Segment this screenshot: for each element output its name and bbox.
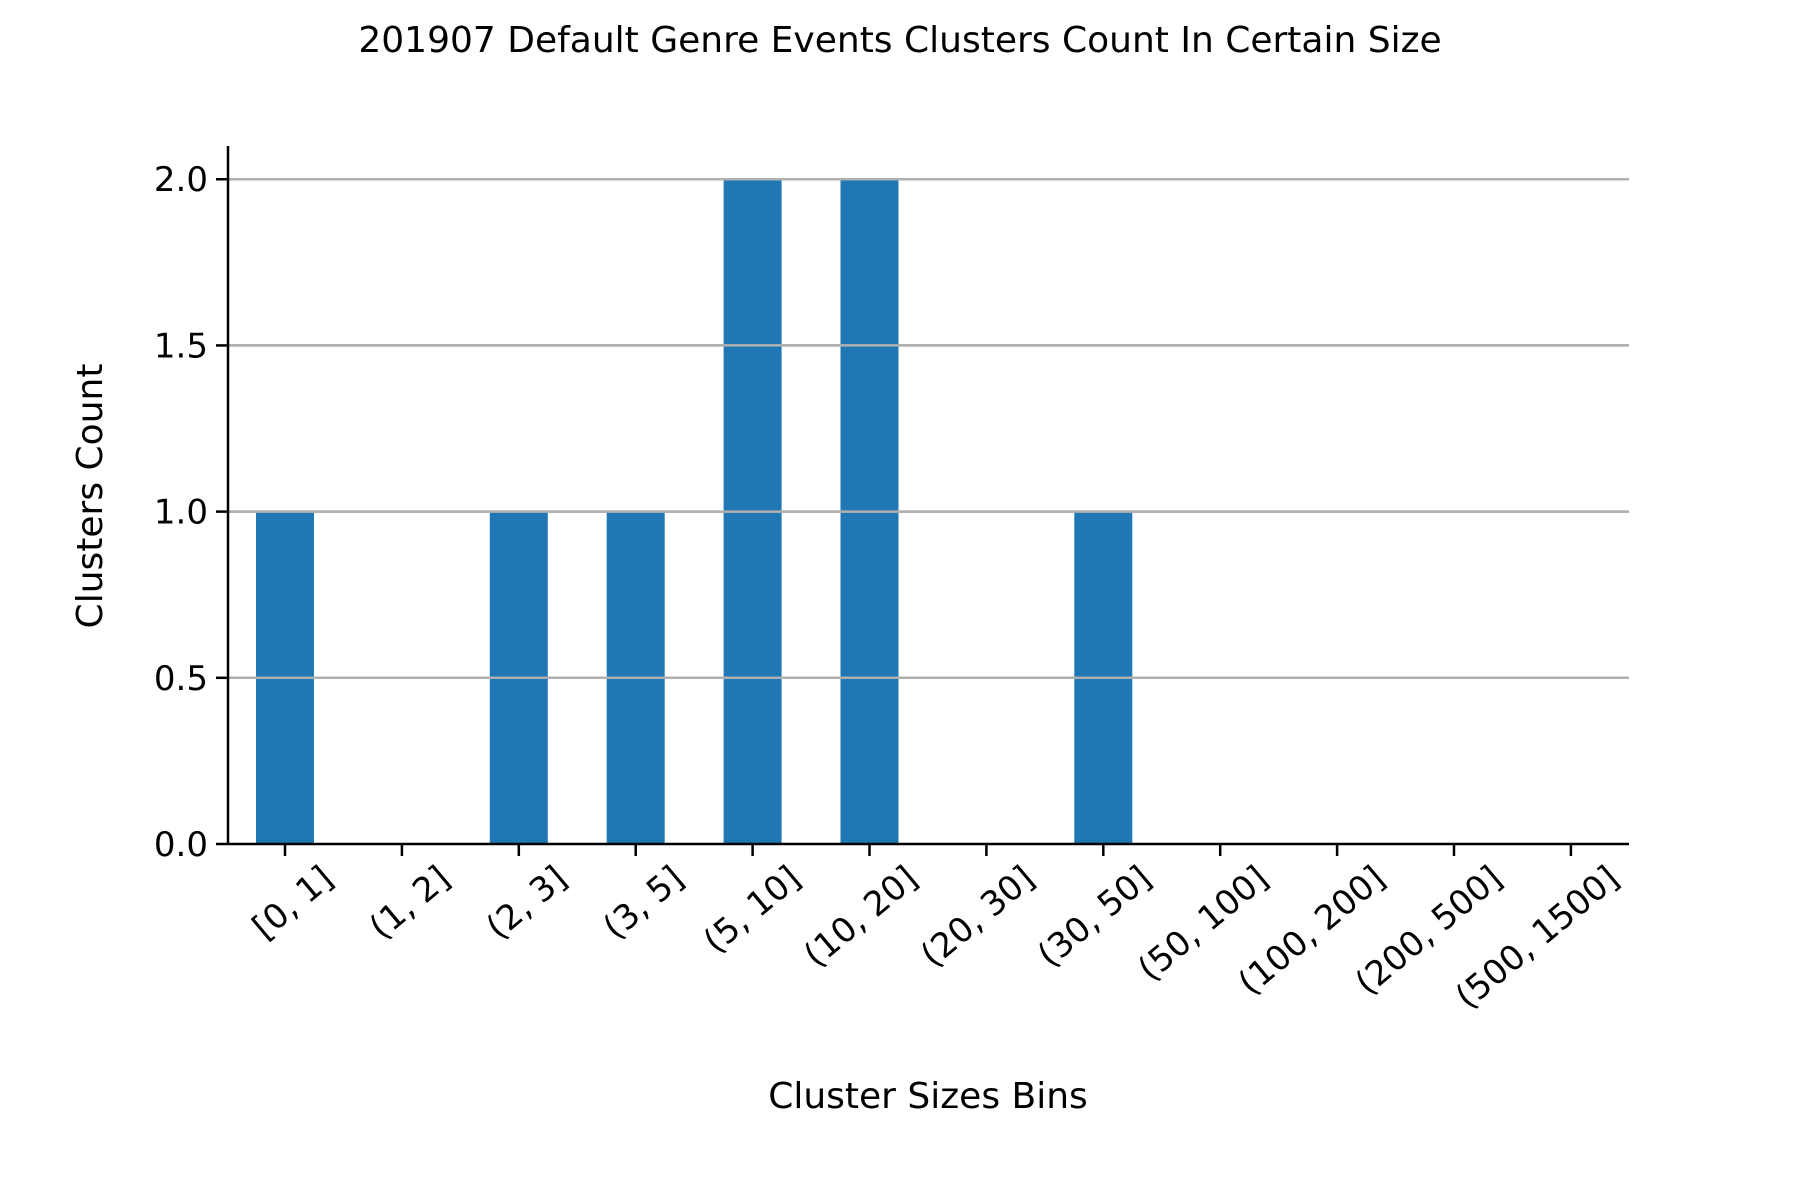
x-tick-label: (10, 20]	[796, 858, 925, 975]
y-tick-label: 1.0	[154, 493, 208, 533]
y-tick-label: 0.5	[154, 659, 208, 699]
y-tick-label: 1.5	[154, 326, 208, 366]
x-tick-label: (5, 10]	[696, 858, 808, 961]
axes	[226, 146, 1629, 846]
x-tick-label: (2, 3]	[479, 858, 575, 947]
x-tick-label: [0, 1]	[245, 858, 341, 947]
x-tick-label: (20, 30]	[913, 858, 1042, 975]
y-tick-label: 2.0	[154, 160, 208, 200]
chart-title: 201907 Default Genre Events Clusters Cou…	[358, 20, 1442, 61]
x-ticks: [0, 1] (1, 2] (2, 3] (3, 5] (5, 10](10, 20](…	[245, 844, 1627, 1017]
x-tick-label: (1, 2]	[362, 858, 458, 947]
grid-lines	[228, 177, 1629, 680]
x-tick-label: (3, 5]	[596, 858, 692, 947]
y-axis-label: Clusters Count	[70, 364, 111, 629]
grid-lines-overlay	[228, 177, 1629, 680]
y-tick-label: 0.0	[154, 825, 208, 865]
y-ticks: 0.0 0.5 1.0 1.5 2.0	[154, 160, 228, 865]
x-axis-label: Cluster Sizes Bins	[768, 1076, 1088, 1117]
